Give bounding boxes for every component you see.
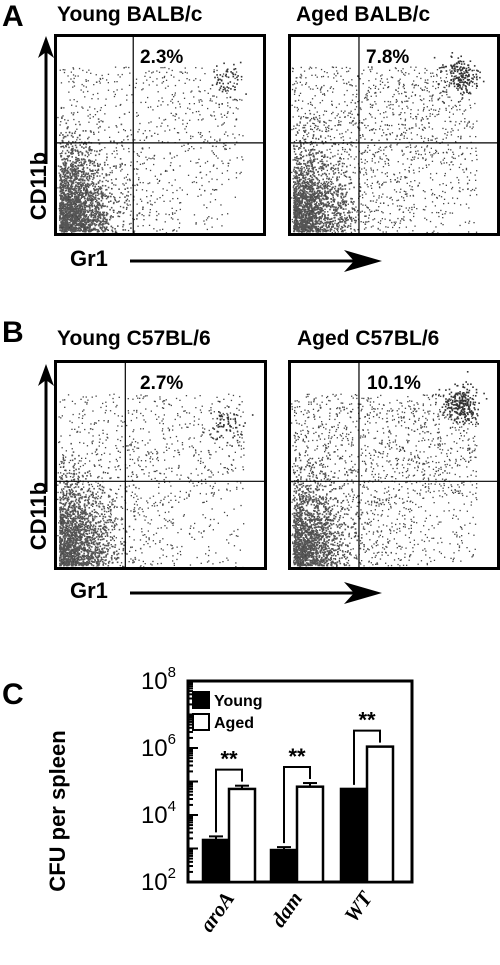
panel-b-letter: B	[2, 316, 24, 349]
bar-aged-dam	[295, 785, 325, 884]
bar-young-wt	[339, 787, 369, 884]
category-label: dam	[266, 887, 307, 931]
y-tick-label: 108	[141, 664, 176, 695]
panel-b-y-arrow	[38, 364, 54, 492]
cfu-bar-chart: 102 104 106 108 ** ** ** aroA dam WT Young Aged	[141, 664, 414, 936]
panel-a-ylabel: CD11b	[26, 151, 51, 221]
significance-label: **	[358, 708, 376, 733]
panel-a-plot1-percent: 2.3%	[140, 47, 184, 68]
panel-b-x-arrow	[130, 582, 382, 604]
significance-bracket	[353, 729, 381, 785]
panel-a-x-arrow	[130, 250, 382, 272]
y-tick-label: 102	[141, 865, 176, 896]
category-label: aroA	[195, 887, 239, 936]
significance-label: **	[220, 747, 238, 772]
flow-plot-young-c57bl6	[54, 360, 267, 570]
significance-bracket	[215, 768, 243, 833]
y-tick-label: 104	[141, 798, 176, 829]
flow-plot-aged-balbc	[288, 34, 500, 236]
panel-b-plot1-title: Young C57BL/6	[57, 327, 211, 350]
y-tick-label: 106	[141, 731, 176, 762]
category-label: WT	[339, 886, 377, 927]
legend-label-aged: Aged	[214, 715, 254, 732]
significance-bracket	[283, 766, 311, 844]
bar-young-aroa	[201, 838, 231, 884]
flow-plot-aged-c57bl6	[288, 360, 500, 570]
bar-aged-aroa	[227, 787, 257, 884]
panel-b-xlabel: Gr1	[70, 578, 108, 603]
panel-b-plot1-percent: 2.7%	[140, 373, 184, 394]
panel-a-plot2-percent: 7.8%	[366, 47, 410, 68]
flow-plot-young-balbc	[54, 34, 266, 236]
legend-swatch-young	[192, 691, 210, 709]
panel-c-letter: C	[2, 678, 24, 711]
legend-swatch-aged	[192, 713, 210, 731]
panel-a-xlabel: Gr1	[70, 246, 108, 271]
significance-label: **	[288, 744, 306, 769]
bar-aged-wt	[365, 745, 395, 884]
bar-young-dam	[269, 848, 299, 884]
panel-a-y-arrow	[38, 36, 54, 164]
panel-a-letter: A	[2, 0, 24, 33]
panel-a-plot2-title: Aged BALB/c	[296, 3, 431, 26]
panel-a-plot1-title: Young BALB/c	[57, 3, 203, 26]
legend-label-young: Young	[214, 693, 263, 710]
panel-b-ylabel: CD11b	[26, 481, 51, 551]
panel-b-plot2-title: Aged C57BL/6	[297, 327, 440, 350]
panel-b-plot2-percent: 10.1%	[367, 373, 421, 394]
